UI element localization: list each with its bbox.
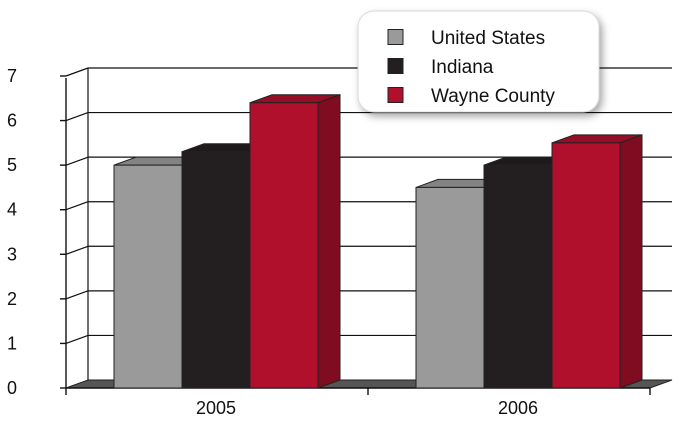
x-tick-label: 2006: [498, 398, 538, 418]
y-tick-label: 6: [7, 111, 17, 131]
legend-box: [357, 10, 600, 113]
gridline-depth: [65, 334, 89, 344]
y-tick-label: 2: [7, 289, 17, 309]
tick-labels-layer: 0 1 2 3 4 5 6 7 2005 2006: [7, 66, 538, 418]
legend-label: Wayne County: [431, 86, 555, 107]
gridline-depth: [65, 290, 89, 300]
bar-wayne-county-2006: [551, 142, 621, 389]
gridline-depth: [65, 245, 89, 255]
bar-wayne-county-2005: [249, 102, 319, 389]
bar-side: [619, 134, 643, 389]
y-tick-label: 0: [7, 378, 17, 398]
y-tick-label: 4: [7, 200, 17, 220]
y-tick-label: 3: [7, 244, 17, 264]
legend-swatch: [387, 87, 404, 103]
bars-layer: [113, 94, 643, 389]
bar-united-states-2005: [113, 164, 183, 389]
gridline-depth: [65, 201, 89, 211]
y-tick-label: 5: [7, 155, 17, 175]
gridline-depth: [65, 112, 89, 122]
bar-side: [317, 94, 341, 389]
legend-swatch: [387, 58, 404, 74]
legend-swatch: [387, 29, 404, 45]
gridline-depth: [65, 156, 89, 166]
legend-label: United States: [431, 28, 545, 49]
y-tick-label: 7: [7, 66, 17, 86]
gridline-depth: [65, 67, 89, 77]
legend: United States Indiana Wayne County: [357, 10, 600, 113]
bar-indiana-2005: [181, 151, 251, 389]
legend-label: Indiana: [431, 57, 494, 78]
y-tick-label: 1: [7, 333, 17, 353]
bar-united-states-2006: [415, 186, 485, 389]
bar-indiana-2006: [483, 164, 553, 389]
x-tick-label: 2005: [196, 398, 236, 418]
